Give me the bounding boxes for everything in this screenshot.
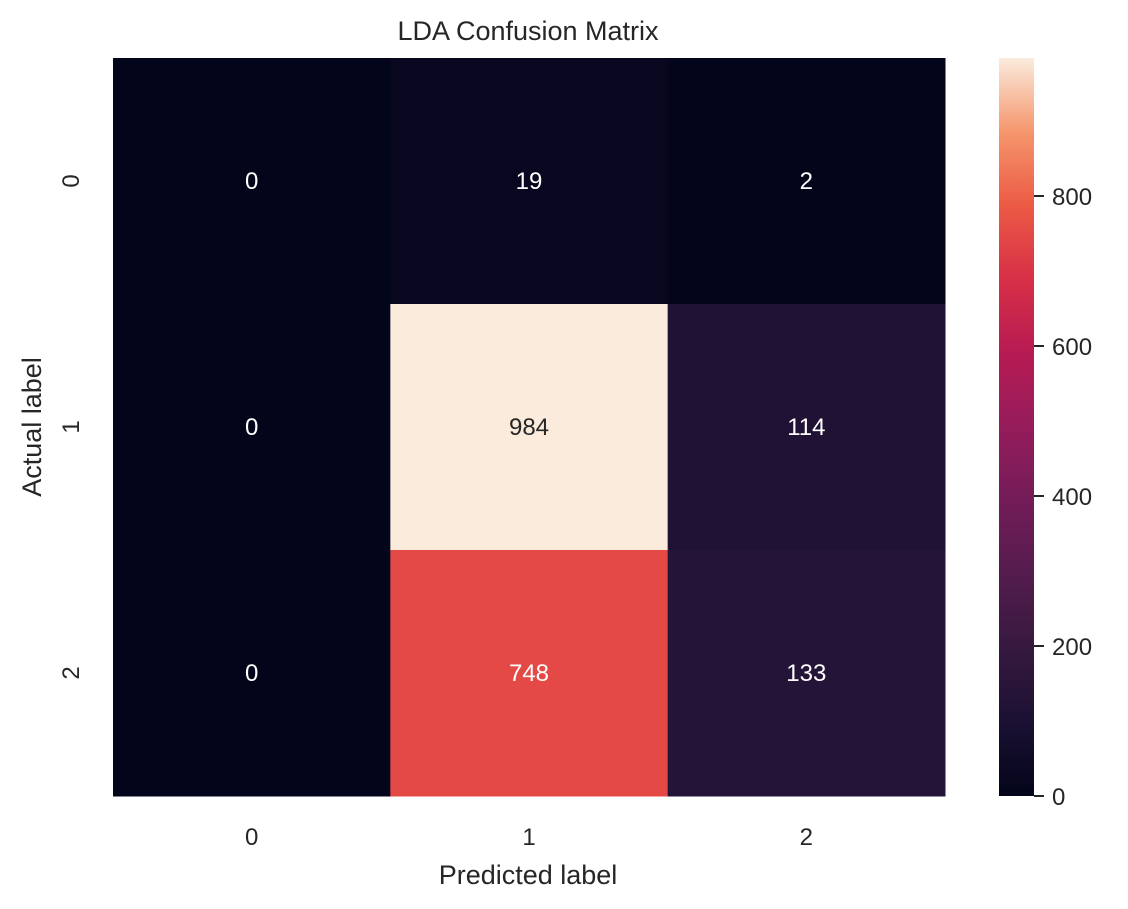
cell-value-label: 0 <box>245 660 258 687</box>
heatmap-cell <box>113 550 391 797</box>
cell-value-label: 114 <box>787 414 825 441</box>
heatmap-cell <box>113 58 391 305</box>
heatmap-cell <box>667 550 946 797</box>
colorbar-tick-label: 200 <box>1052 634 1092 661</box>
colorbar <box>999 58 1034 796</box>
heatmap-cell <box>390 304 669 551</box>
cell-value-label: 0 <box>245 414 258 441</box>
x-tick-labels: 0 1 2 <box>245 824 813 851</box>
y-tick-label: 0 <box>58 174 85 187</box>
y-tick-labels: 0 1 2 <box>58 174 85 679</box>
heatmap-cell <box>667 58 946 305</box>
colorbar-tick-label: 800 <box>1052 184 1092 211</box>
colorbar-tick-label: 0 <box>1052 784 1065 811</box>
heatmap-cell <box>390 58 669 305</box>
colorbar-tick-label: 600 <box>1052 334 1092 361</box>
x-axis-label: Predicted label <box>439 860 618 890</box>
y-tick-label: 1 <box>58 420 85 433</box>
colorbar-ticks: 0 200 400 600 800 <box>1034 184 1092 811</box>
y-tick-label: 2 <box>58 666 85 679</box>
y-axis-label: Actual label <box>17 357 47 497</box>
cell-value-label: 2 <box>800 168 813 195</box>
cell-value-label: 19 <box>516 168 543 195</box>
x-tick-label: 0 <box>245 824 258 851</box>
cell-value-label: 984 <box>509 414 549 441</box>
heatmap-cell <box>390 550 669 797</box>
cell-value-label: 0 <box>245 168 258 195</box>
heatmap-cell <box>113 304 391 551</box>
chart-title: LDA Confusion Matrix <box>397 16 659 46</box>
cell-value-label: 133 <box>786 660 826 687</box>
heatmap-cells: 0 19 2 0 984 114 0 748 133 <box>113 58 946 797</box>
cell-value-label: 748 <box>509 660 549 687</box>
heatmap-cell <box>667 304 946 551</box>
colorbar-tick-label: 400 <box>1052 484 1092 511</box>
x-tick-label: 2 <box>800 824 813 851</box>
x-tick-label: 1 <box>522 824 535 851</box>
